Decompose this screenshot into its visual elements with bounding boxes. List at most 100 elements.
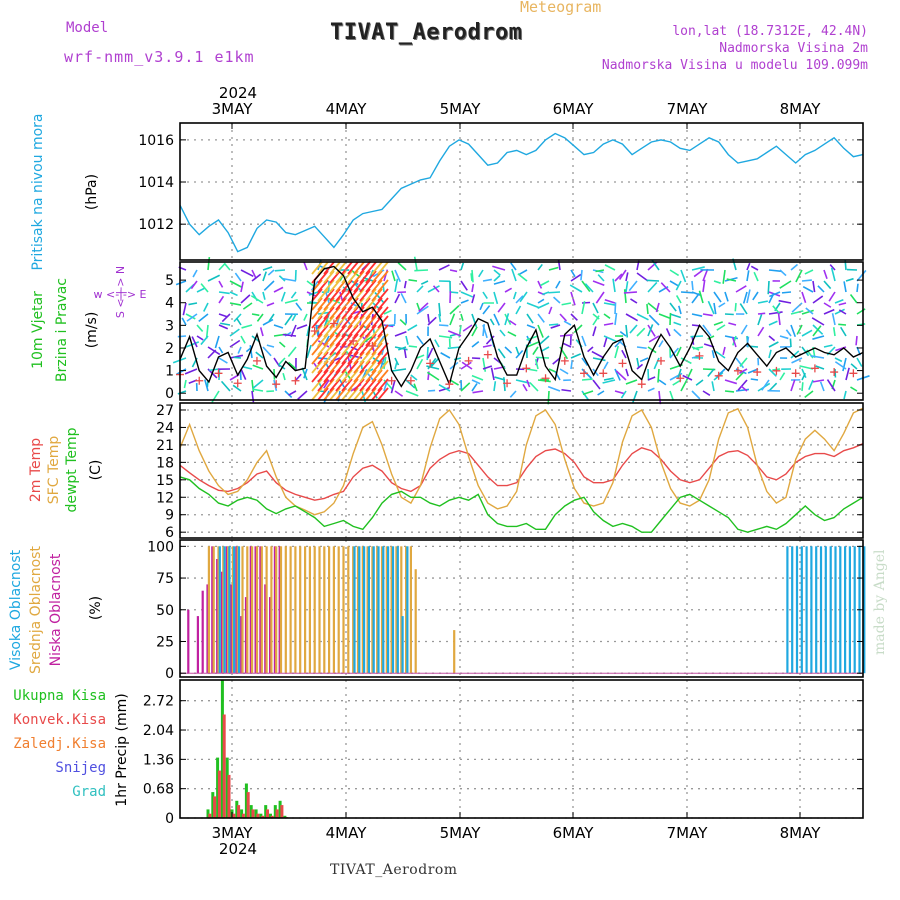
wind-arrow [830,267,836,282]
bar-niska-oblacnost [201,590,204,674]
wind-arrow [503,377,506,392]
wind-arrow [570,269,576,278]
station-title: TIVAT_Aerodrom [330,20,523,45]
wind-arrow [540,346,550,353]
wind-arrow [636,363,644,370]
bar-visoka-oblacnost [353,546,356,674]
strong-wind-arrow [353,351,365,365]
wind-arrow [752,291,759,301]
strong-wind-arrow [359,351,371,365]
wind-arrow [692,346,704,350]
wind-arrow [603,335,617,343]
strong-wind-arrow [311,351,323,365]
wind-arrow [831,313,836,326]
strong-wind-arrow [365,342,377,356]
wind-arrow [739,303,748,315]
wind-arrow [191,336,198,348]
temperature-series-label: 2m Temp [28,438,44,502]
strong-wind-arrow [335,369,347,383]
y-tick-label: 1014 [138,175,174,191]
strong-wind-arrow [371,351,383,365]
wind-arrow [740,324,748,335]
strong-wind-arrow [371,369,383,383]
strong-wind-arrow [311,315,323,329]
wind-arrow [829,264,836,271]
strong-wind-arrow [341,369,353,383]
strong-wind-arrow [317,351,329,365]
bar-ukupna-kisa [240,809,244,818]
bar-srednja-oblacnost [265,546,268,674]
bar-srednja-oblacnost [279,546,283,674]
wind-arrow [682,374,693,381]
wind-arrow [781,291,792,294]
strong-wind-arrow [347,369,359,383]
y-tick-label: 0 [165,666,174,682]
wind-arrow [559,313,567,322]
wind-gust-marker [522,364,531,373]
bar-ukupna-kisa [283,815,287,818]
strong-wind-arrow [353,279,365,293]
wind-arrow [581,301,586,315]
wind-arrow [196,287,206,293]
wind-arrow [592,326,597,337]
precip-legend-4: Grad [72,784,106,800]
wind-arrow [657,368,660,383]
wind-arrow [702,324,712,337]
wind-arrow [779,372,786,381]
series-line-pressure [179,132,864,253]
temperature-unit: (C) [88,460,104,481]
wind-arrow [669,347,680,359]
wind-arrow [785,329,792,337]
bar-visoka-oblacnost [377,546,380,674]
wind-arrow [746,270,750,282]
bar-konvek-kisa [261,815,265,818]
wind-arrow [603,302,617,306]
wind-arrow [746,336,750,348]
bar-konvek-kisa [222,714,226,818]
wind-arrow [522,383,528,392]
wind-arrow [757,326,765,337]
bar-niska-oblacnost [278,546,281,674]
bar-srednja-oblacnost [385,546,388,674]
wind-arrow [185,313,196,320]
wind-arrow [449,305,460,315]
wind-arrow [595,269,605,273]
wind-arrow [580,269,583,281]
wind-arrow [812,280,816,293]
wind-arrow [768,382,778,392]
model-name: wrf-nmm_v3.9.1 e1km [64,48,255,66]
wind-arrow [625,379,638,385]
y-tick-label: 0 [165,811,174,827]
wind-arrow [438,384,451,392]
wind-arrow [282,277,297,282]
wind-arrow [447,330,462,337]
wind-arrow [399,318,407,326]
bar-srednja-oblacnost [400,546,403,674]
bar-srednja-oblacnost [207,546,210,674]
wind-arrow [405,335,409,345]
wind-arrow [592,315,600,326]
strong-wind-arrow [323,387,335,401]
strong-wind-arrow [371,279,383,293]
strong-wind-arrow [323,297,335,311]
wind-arrow [234,272,242,282]
wind-arrow [485,335,495,345]
wind-arrow [427,285,440,293]
strong-wind-arrow [335,306,347,320]
wind-arrow [207,349,217,359]
wind-arrow [274,269,286,272]
bar-visoka-oblacnost [819,546,823,674]
bar-niska-oblacnost [273,546,276,674]
wind-arrow [186,313,198,322]
wind-arrow [603,313,611,319]
strong-wind-arrow [353,261,365,275]
bar-niska-oblacnost [230,584,233,674]
precip-legend-0: Ukupna Kisa [13,688,106,704]
wind-arrow [768,335,776,342]
wind-gust-marker [272,380,281,389]
wind-arrow [418,302,429,313]
wind-arrow [252,379,264,389]
wind-arrow [303,313,308,321]
wind-arrow [438,313,442,323]
strong-wind-arrow [317,297,329,311]
